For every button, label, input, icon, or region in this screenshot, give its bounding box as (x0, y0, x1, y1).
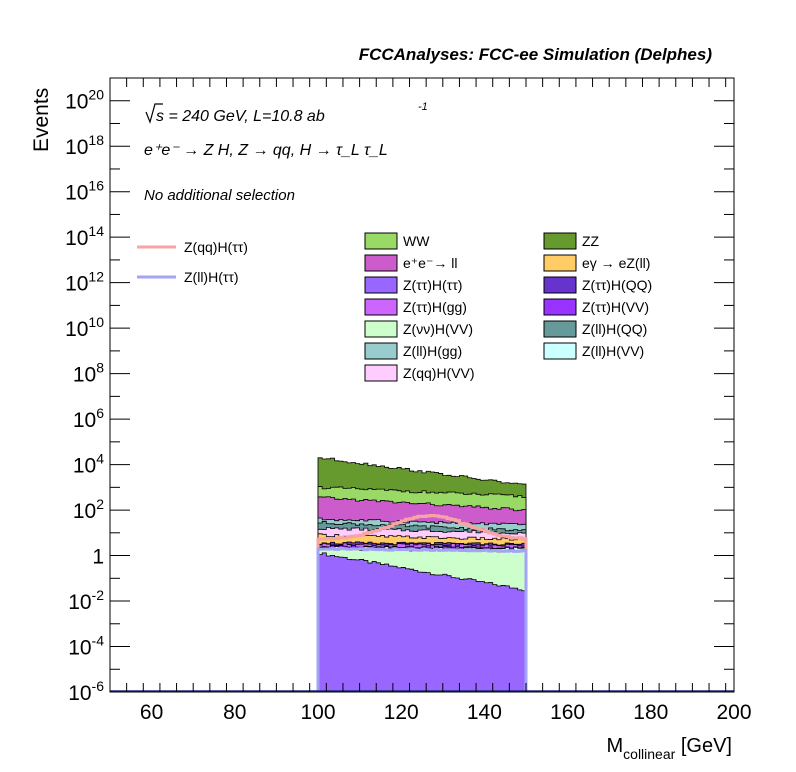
x-axis-label-main: M (606, 735, 623, 757)
legend-swatch (364, 232, 398, 250)
x-axis-label-sub: collinear (623, 746, 675, 762)
x-tick-label: 100 (300, 701, 335, 724)
legend-label: Z(qq)H(VV) (403, 365, 475, 381)
legend-label: Z(ττ)H(gg) (403, 299, 467, 315)
legend-signals: Z(qq)H(ττ) Z(ll)H(ττ) (137, 239, 248, 285)
signal-zll-htautau (316, 546, 528, 692)
energy-text: s = 240 GeV, L=10.8 ab (156, 108, 325, 125)
process-annotation: e⁺e⁻ → Z H, Z → qq, H → τ_L τ_L (144, 142, 388, 159)
legend-label: Z(qq)H(ττ) (184, 239, 248, 255)
y-tick-label: 102 (73, 496, 104, 523)
legend-label: WW (403, 233, 430, 249)
y-tick-label: 1012 (65, 269, 104, 296)
legend-swatch (543, 320, 577, 338)
y-axis-label: Events (30, 88, 53, 152)
x-tick-label: 60 (140, 701, 163, 724)
signal-lines (110, 514, 734, 692)
legend-swatch (543, 276, 577, 294)
legend-label: Z(ll)H(VV) (582, 343, 644, 359)
y-tick-label: 108 (73, 360, 104, 387)
x-axis-label-unit: [GeV] (681, 735, 732, 757)
legend-label: Z(ττ)H(QQ) (582, 277, 652, 293)
x-tick-label: 80 (223, 701, 246, 724)
plot-frame (109, 77, 735, 693)
y-tick-label: 10-4 (68, 633, 104, 660)
x-axis: 60 80 100 120 140 160 180 200 (109, 78, 752, 724)
x-tick-label: 120 (384, 701, 419, 724)
stacked-histograms (317, 457, 527, 693)
legend-swatch (543, 342, 577, 360)
y-tick-label: 10-2 (68, 587, 104, 614)
legend-label: Z(ττ)H(ττ) (403, 277, 462, 293)
legend-swatch (364, 298, 398, 316)
chart-title: FCCAnalyses: FCC-ee Simulation (Delphes) (359, 45, 713, 64)
legend-label: ZZ (582, 233, 600, 249)
legend-swatch (364, 320, 398, 338)
y-tick-label: 106 (73, 405, 104, 432)
legend-swatch (364, 364, 398, 382)
legend-label: Z(ττ)H(VV) (582, 299, 649, 315)
y-tick-label: 1 (92, 546, 104, 569)
legend-swatch (364, 342, 398, 360)
y-tick-label: 10-6 (68, 678, 104, 705)
x-tick-label: 160 (550, 701, 585, 724)
y-tick-label: 1020 (65, 87, 104, 114)
y-tick-label: 104 (73, 451, 104, 478)
stack-z-h- (317, 552, 527, 693)
legend-label: eγ → eZ(ll) (582, 255, 650, 271)
plot-area: 60 80 100 120 140 160 180 200 10-610-410-211021… (65, 77, 752, 724)
legend-swatch (364, 254, 398, 272)
x-tick-label: 140 (467, 701, 502, 724)
y-axis: 10-6 10-4 10-2 1 102 104 106 108 1010 1012 1014 101… (65, 77, 734, 705)
y-tick-label: 1014 (65, 223, 104, 250)
legend-label: Z(νν)H(VV) (403, 321, 473, 337)
y-tick-label: 1018 (65, 132, 104, 159)
legend-label: e⁺e⁻→ ll (403, 255, 457, 271)
energy-annotation: s = 240 GeV, L=10.8 ab -1 (145, 101, 428, 125)
selection-annotation: No additional selection (144, 187, 295, 204)
x-axis-label: Mcollinear [GeV] (606, 735, 732, 762)
y-tick-label: 1016 (65, 178, 104, 205)
legend-label: Z(ll)H(QQ) (582, 321, 647, 337)
legend-label: Z(ll)H(ττ) (184, 269, 239, 285)
legend-swatch (364, 276, 398, 294)
x-tick-label: 200 (716, 701, 751, 724)
x-tick-label: 180 (633, 701, 668, 724)
energy-sup: -1 (418, 101, 428, 113)
legend-backgrounds: WW ZZ e⁺e⁻→ ll eγ → eZ(ll) Z(ττ)H(ττ) Z(ττ)H(… (364, 232, 652, 382)
signal-zqq-htautau (316, 514, 528, 692)
legend-swatch (543, 254, 577, 272)
sqrt-icon (145, 103, 163, 124)
legend-label: Z(ll)H(gg) (403, 343, 462, 359)
legend-swatch (543, 232, 577, 250)
y-tick-label: 1010 (65, 314, 104, 341)
legend-swatch (543, 298, 577, 316)
